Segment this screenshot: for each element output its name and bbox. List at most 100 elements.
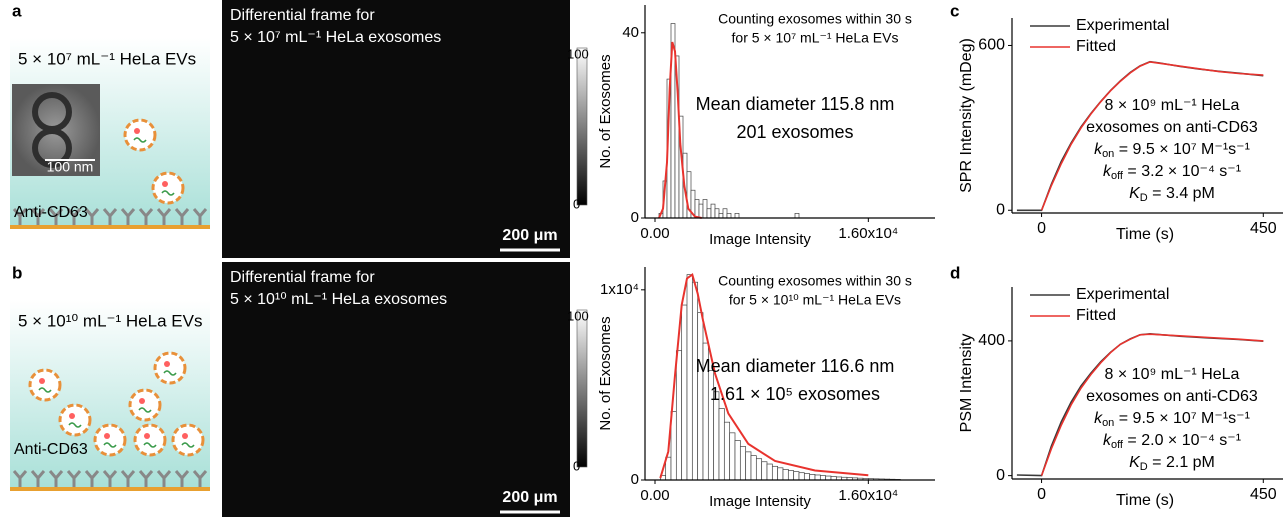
- annotation-subscript: on: [1102, 417, 1114, 429]
- series-line: [1040, 61, 1264, 211]
- histogram-bar: [766, 463, 773, 481]
- histogram-bar: [793, 471, 800, 481]
- annotation: for 5 × 10⁷ mL⁻¹ HeLa EVs: [732, 30, 899, 46]
- gold-film: [10, 225, 210, 229]
- cargo: [39, 378, 45, 384]
- y-axis-label: PSM Intensity: [958, 334, 975, 433]
- antibody-label: Anti-CD63: [14, 204, 88, 221]
- annotation-text: = 3.2 × 10⁻⁴ s⁻¹: [1123, 163, 1241, 180]
- histogram-bar: [787, 470, 795, 481]
- annotation-symbol: K: [1129, 454, 1141, 471]
- annotation: Mean diameter 115.8 nm: [696, 94, 895, 114]
- y-tick-label: 1x10⁴: [600, 281, 639, 298]
- ev-label: 5 × 10¹⁰ mL⁻¹ HeLa EVs: [18, 311, 202, 330]
- histogram-bar: [723, 421, 731, 481]
- vesicle: [58, 403, 92, 437]
- rna: [163, 370, 177, 376]
- annotation: KD = 2.1 pM: [1129, 454, 1215, 473]
- antibody: [174, 208, 190, 225]
- x-tick-label: 0.00: [640, 487, 669, 504]
- y-axis-label: No. of Exosomes: [597, 316, 614, 430]
- vesicle: [151, 171, 185, 205]
- histogram-bar: [782, 469, 789, 481]
- antibody: [120, 470, 136, 487]
- x-axis-label: Time (s): [1116, 492, 1174, 509]
- histogram-bar: [718, 408, 725, 481]
- annotation: 8 × 10⁹ mL⁻¹ HeLa: [1105, 97, 1240, 114]
- fit-curve: [659, 272, 869, 479]
- histogram-bar: [745, 451, 752, 481]
- antibody: [120, 208, 136, 225]
- colorbar-label: 0: [573, 196, 580, 211]
- histogram-bar: [771, 465, 779, 481]
- antibody: [30, 208, 46, 225]
- rna: [38, 387, 52, 393]
- series-line: [1040, 333, 1264, 476]
- histogram-bar: [714, 208, 720, 219]
- histogram-bar: [686, 274, 693, 481]
- tem-scale-label: 100 nm: [47, 159, 94, 175]
- annotation-subscript: D: [1140, 192, 1148, 204]
- antibody: [12, 470, 28, 487]
- annotation: Mean diameter 116.6 nm: [696, 356, 895, 376]
- legend-label: Experimental: [1076, 17, 1169, 34]
- cargo: [69, 413, 75, 419]
- antibody: [84, 208, 100, 225]
- annotation-text: = 2.1 pM: [1148, 454, 1215, 471]
- histogram-bar: [726, 213, 732, 219]
- annotation-subscript: off: [1111, 170, 1124, 182]
- vesicle: [93, 423, 127, 457]
- histogram-bar: [761, 461, 768, 481]
- rna: [181, 442, 195, 448]
- legend-label: Fitted: [1076, 38, 1116, 55]
- histogram-bar: [777, 467, 784, 481]
- annotation-text: exosomes on anti-CD63: [1086, 119, 1258, 136]
- legend-label: Experimental: [1076, 286, 1169, 303]
- annotation: koff = 2.0 × 10⁻⁴ s⁻¹: [1103, 432, 1241, 451]
- histogram-bar: [706, 208, 712, 219]
- histogram-bar: [713, 391, 720, 481]
- x-axis-label: Image Intensity: [709, 231, 811, 248]
- colorbar: [576, 309, 588, 468]
- histogram-bar: [734, 213, 740, 219]
- antibody: [192, 208, 208, 225]
- vesicle: [123, 118, 157, 152]
- cargo: [104, 433, 110, 439]
- x-tick-label: 0.00: [640, 225, 669, 242]
- histogram-bar: [718, 213, 724, 219]
- vesicle: [128, 388, 162, 422]
- annotation-text: 8 × 10⁹ mL⁻¹ HeLa: [1105, 97, 1240, 114]
- histogram-bar: [803, 473, 811, 481]
- legend-label: Fitted: [1076, 307, 1116, 324]
- vesicle: [153, 351, 187, 385]
- antibody: [48, 470, 64, 487]
- annotation-text: = 2.0 × 10⁻⁴ s⁻¹: [1123, 432, 1241, 449]
- antibody: [174, 470, 190, 487]
- cargo: [182, 433, 188, 439]
- panel-letter: a: [12, 1, 22, 20]
- antibody-label: Anti-CD63: [14, 441, 88, 458]
- histogram-bar: [722, 208, 728, 219]
- annotation-symbol: K: [1129, 185, 1141, 202]
- y-tick-label: 0: [631, 471, 639, 488]
- annotation: kon = 9.5 × 10⁷ M⁻¹s⁻¹: [1094, 141, 1250, 160]
- panel-letter: d: [950, 263, 960, 282]
- y-tick-label: 0: [996, 467, 1005, 484]
- x-tick-label: 450: [1250, 486, 1277, 503]
- histogram-bar: [729, 432, 736, 481]
- y-axis-label: No. of Exosomes: [597, 54, 614, 168]
- annotation-subscript: off: [1111, 439, 1124, 451]
- antibody: [102, 470, 118, 487]
- annotation: 8 × 10⁹ mL⁻¹ HeLa: [1105, 366, 1240, 383]
- y-tick-label: 0: [631, 209, 639, 226]
- frame-title: 5 × 10⁷ mL⁻¹ HeLa exosomes: [230, 29, 441, 46]
- histogram-bar: [750, 455, 757, 481]
- histogram-bar: [809, 474, 816, 481]
- histogram-bar: [739, 446, 747, 481]
- rna: [103, 442, 117, 448]
- annotation-text: = 9.5 × 10⁷ M⁻¹s⁻¹: [1114, 141, 1250, 158]
- annotation: Counting exosomes within 30 s: [718, 11, 912, 27]
- histogram-bar: [794, 213, 800, 219]
- rna: [143, 442, 157, 448]
